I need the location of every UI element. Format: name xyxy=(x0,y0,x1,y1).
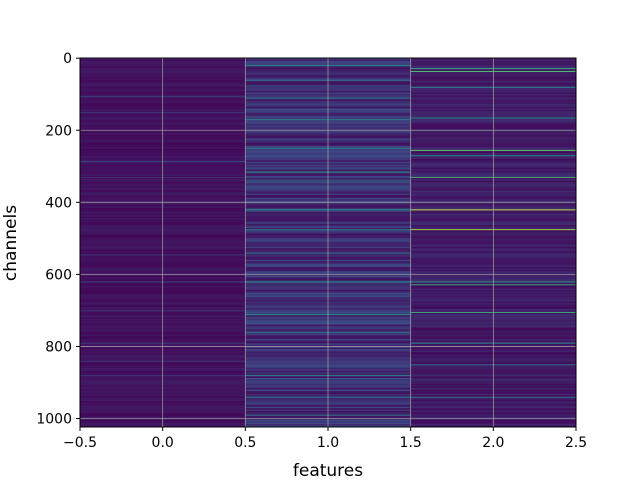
x-tick-label: −0.5 xyxy=(63,435,97,451)
y-tick-label: 400 xyxy=(45,195,72,211)
x-axis-label: features xyxy=(293,461,363,480)
x-tick-label: 2.0 xyxy=(482,435,504,451)
x-tick-label: 2.5 xyxy=(565,435,587,451)
y-tick-label: 600 xyxy=(45,267,72,283)
y-axis-label: channels xyxy=(1,205,21,281)
x-tick-label: 0.0 xyxy=(152,435,174,451)
y-tick-label: 800 xyxy=(45,339,72,355)
x-tick-label: 1.0 xyxy=(317,435,339,451)
x-axis-ticks: −0.5 0.0 0.5 1.0 1.5 2.0 2.5 xyxy=(63,427,587,451)
x-tick-label: 1.5 xyxy=(400,435,422,451)
x-tick-label: 0.5 xyxy=(234,435,256,451)
y-tick-label: 0 xyxy=(63,51,72,67)
y-tick-label: 1000 xyxy=(36,412,72,428)
y-axis-ticks: 0 200 400 600 800 1000 xyxy=(36,51,80,428)
y-tick-label: 200 xyxy=(45,123,72,139)
